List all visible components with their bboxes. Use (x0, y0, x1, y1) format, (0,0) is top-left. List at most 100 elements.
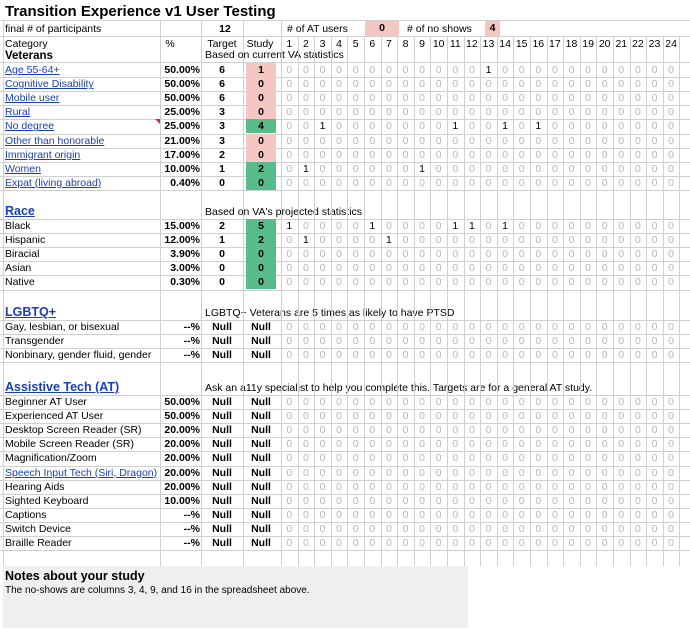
row-percent[interactable]: --% (183, 522, 200, 535)
session-cell[interactable]: 0 (601, 92, 608, 105)
session-cell[interactable]: 0 (369, 452, 376, 465)
session-cell[interactable]: 0 (502, 162, 509, 175)
session-cell[interactable]: 0 (668, 148, 675, 161)
session-cell[interactable]: 0 (402, 248, 409, 261)
category-header[interactable]: Category (5, 38, 48, 50)
session-cell[interactable]: 0 (668, 220, 675, 232)
session-cell[interactable]: 0 (651, 262, 658, 275)
session-cell[interactable]: 0 (385, 92, 392, 105)
session-cell[interactable]: 0 (402, 262, 409, 275)
session-cell[interactable]: 0 (369, 396, 376, 408)
session-cell[interactable]: 0 (402, 92, 409, 105)
session-cell[interactable]: 0 (452, 537, 459, 549)
session-cell[interactable]: 0 (385, 78, 392, 91)
session-cell[interactable]: 0 (568, 480, 575, 493)
session-cell[interactable]: 0 (435, 148, 442, 161)
session-cell[interactable]: 0 (601, 321, 608, 333)
session-cell[interactable]: 0 (419, 480, 426, 493)
session-cell[interactable]: 0 (419, 494, 426, 507)
session-cell[interactable]: 0 (419, 508, 426, 521)
session-cell[interactable]: 0 (668, 349, 675, 362)
session-cell[interactable]: 0 (502, 106, 509, 119)
session-cell[interactable]: 0 (402, 522, 409, 535)
session-cell[interactable]: 0 (651, 321, 658, 333)
row-percent[interactable]: 20.00% (164, 452, 200, 465)
session-cell[interactable]: 0 (485, 396, 492, 408)
session-cell[interactable]: 0 (535, 248, 542, 261)
session-cell[interactable]: 1 (535, 120, 542, 133)
session-cell[interactable]: 0 (286, 321, 293, 333)
session-cell[interactable]: 0 (419, 106, 426, 119)
session-cell[interactable]: 0 (286, 452, 293, 465)
session-cell[interactable]: 0 (535, 234, 542, 247)
session-cell[interactable]: 0 (336, 466, 343, 479)
session-cell[interactable]: 0 (402, 494, 409, 507)
session-cell[interactable]: 0 (319, 148, 326, 161)
session-cell[interactable]: 0 (402, 438, 409, 451)
session-cell[interactable]: 0 (518, 466, 525, 479)
session-cell[interactable]: 0 (634, 162, 641, 175)
row-label[interactable]: Hearing Aids (5, 480, 65, 493)
session-cell[interactable]: 0 (352, 508, 359, 521)
session-cell[interactable]: 0 (452, 522, 459, 535)
session-cell[interactable]: 0 (435, 64, 442, 76)
session-cell[interactable]: 0 (668, 120, 675, 133)
session-cell[interactable]: 0 (518, 508, 525, 521)
session-cell[interactable]: 0 (369, 508, 376, 521)
session-cell[interactable]: 0 (601, 466, 608, 479)
session-cell[interactable]: 0 (502, 410, 509, 423)
row-percent[interactable]: 20.00% (164, 466, 200, 479)
session-cell[interactable]: 0 (502, 522, 509, 535)
session-cell[interactable]: 0 (601, 162, 608, 175)
session-cell[interactable]: 0 (668, 438, 675, 451)
session-cell[interactable]: 0 (618, 335, 625, 348)
session-cell[interactable]: 0 (286, 78, 293, 91)
session-cell[interactable]: 0 (468, 410, 475, 423)
session-cell[interactable]: 0 (668, 78, 675, 91)
session-cell[interactable]: 0 (385, 134, 392, 147)
session-cell[interactable]: 0 (286, 234, 293, 247)
row-percent[interactable]: 20.00% (164, 480, 200, 493)
session-cell[interactable]: 0 (535, 78, 542, 91)
session-cell[interactable]: 0 (518, 78, 525, 91)
session-cell[interactable]: 0 (336, 410, 343, 423)
session-cell[interactable]: 0 (535, 508, 542, 521)
session-cell[interactable]: 0 (535, 424, 542, 437)
session-cell[interactable]: 0 (618, 92, 625, 105)
session-cell[interactable]: 0 (551, 537, 558, 549)
session-cell[interactable]: 0 (452, 276, 459, 289)
row-study-count[interactable]: Null (251, 335, 271, 348)
session-cell[interactable]: 0 (535, 522, 542, 535)
session-cell[interactable]: 0 (634, 438, 641, 451)
session-cell[interactable]: 0 (634, 349, 641, 362)
session-cell[interactable]: 0 (352, 220, 359, 232)
row-study-count[interactable]: 0 (246, 175, 276, 190)
row-target[interactable]: Null (212, 494, 232, 507)
session-cell[interactable]: 0 (402, 176, 409, 189)
session-cell[interactable]: 0 (668, 92, 675, 105)
session-cell[interactable]: 0 (452, 176, 459, 189)
row-label[interactable]: Sighted Keyboard (5, 494, 89, 507)
row-target[interactable]: Null (212, 321, 232, 333)
row-percent[interactable]: --% (183, 335, 200, 348)
session-cell[interactable]: 0 (385, 494, 392, 507)
row-label[interactable]: Gay, lesbian, or bisexual (5, 321, 120, 333)
session-cell[interactable]: 0 (485, 134, 492, 147)
session-cell[interactable]: 0 (618, 452, 625, 465)
session-cell[interactable]: 0 (585, 276, 592, 289)
session-cell[interactable]: 0 (452, 480, 459, 493)
session-cell[interactable]: 0 (435, 234, 442, 247)
row-percent[interactable]: 50.00% (164, 92, 200, 105)
session-cell[interactable]: 0 (601, 480, 608, 493)
session-cell[interactable]: 0 (419, 134, 426, 147)
session-cell[interactable]: 0 (419, 262, 426, 275)
row-percent[interactable]: 0.40% (170, 176, 200, 189)
session-cell[interactable]: 0 (352, 248, 359, 261)
session-cell[interactable]: 0 (568, 64, 575, 76)
session-cell[interactable]: 0 (452, 438, 459, 451)
session-cell[interactable]: 0 (402, 452, 409, 465)
session-cell[interactable]: 0 (585, 508, 592, 521)
session-cell[interactable]: 0 (435, 537, 442, 549)
session-cell[interactable]: 0 (319, 522, 326, 535)
session-cell[interactable]: 0 (352, 466, 359, 479)
